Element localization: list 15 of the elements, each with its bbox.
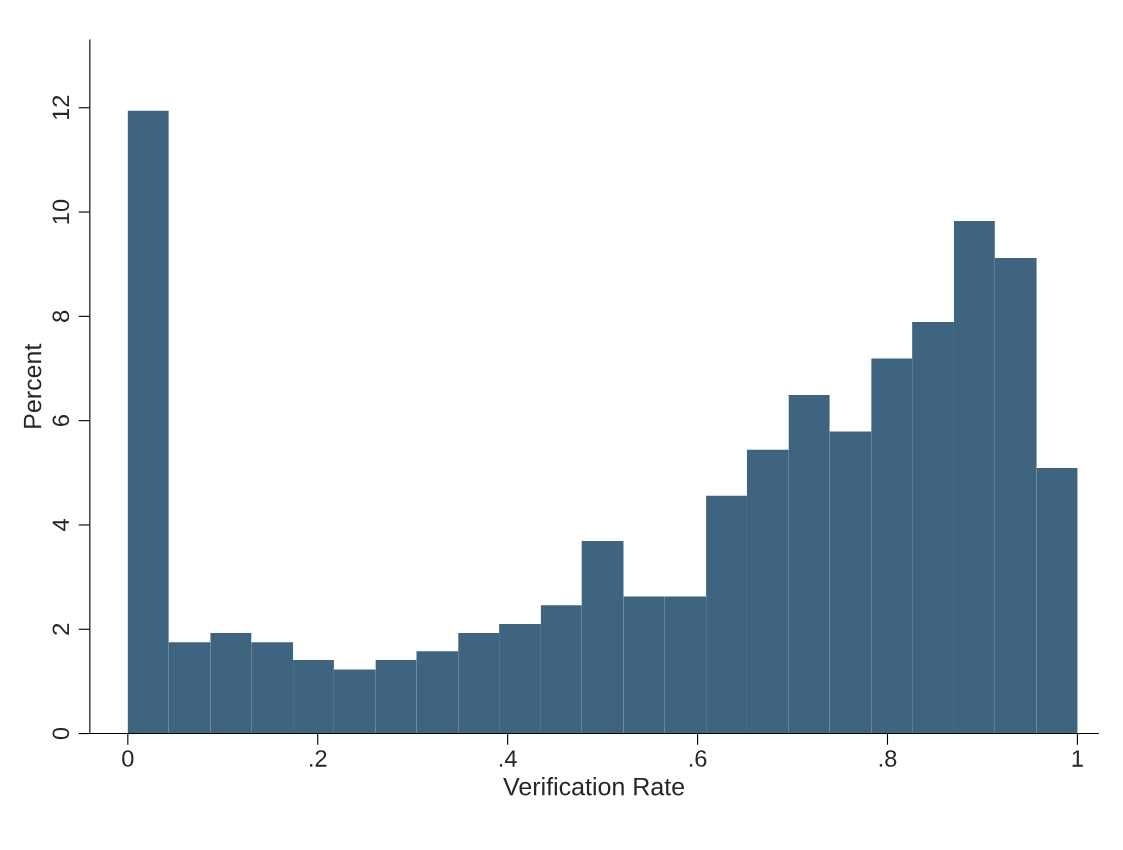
x-tick-label: 0 — [122, 750, 134, 767]
y-tick-label: 10 — [52, 199, 70, 224]
y-tick-label: 8 — [52, 310, 70, 322]
y-tick-label: 2 — [52, 623, 69, 635]
y-tick-label: 12 — [52, 95, 69, 120]
y-tick-label: 0 — [52, 727, 70, 740]
y-axis-title: Percent — [23, 343, 42, 428]
x-tick-label: .2 — [310, 750, 327, 767]
y-tick-label: 6 — [52, 415, 70, 427]
x-tick-label: .4 — [499, 750, 517, 767]
x-tick-label: 1 — [1072, 750, 1083, 767]
x-axis-title: Verification Rate — [503, 777, 684, 796]
x-tick-label: .8 — [879, 750, 897, 767]
x-tick-label: .6 — [689, 750, 707, 767]
y-tick-label: 4 — [52, 519, 69, 531]
